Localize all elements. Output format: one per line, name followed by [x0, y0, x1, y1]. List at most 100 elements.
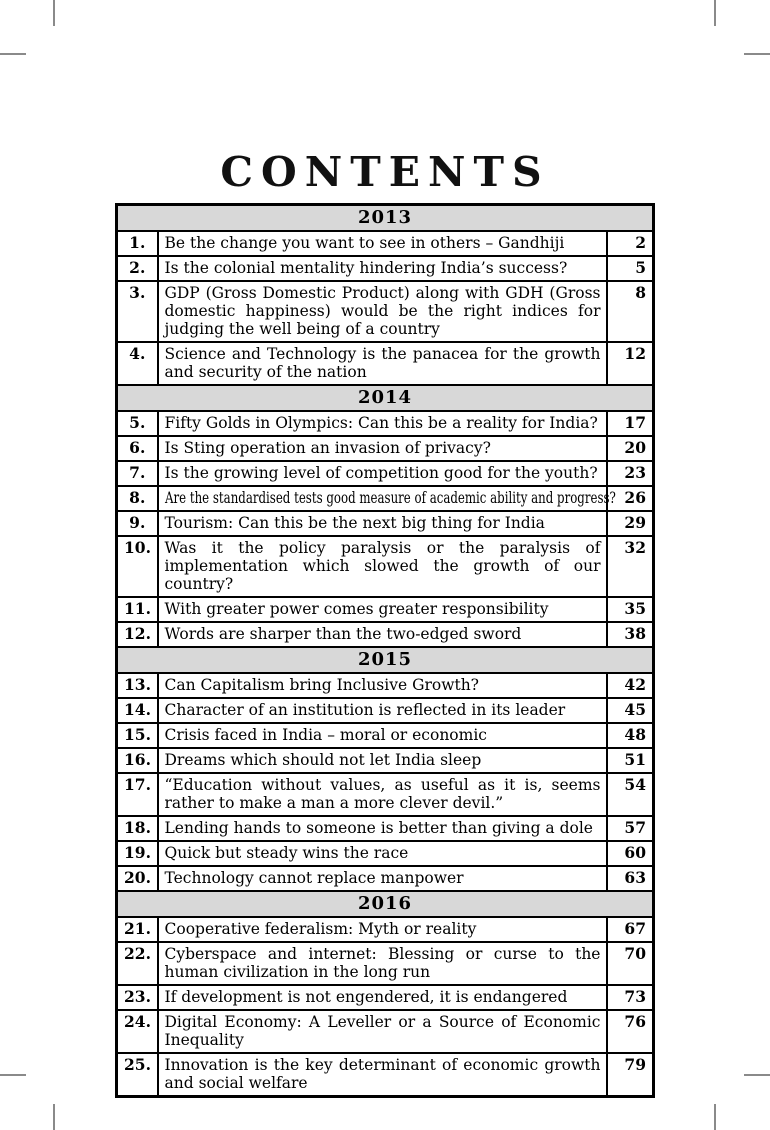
entry-page-number: 48: [606, 722, 655, 749]
entry-number: 15.: [115, 722, 159, 749]
entry-number: 5.: [115, 410, 159, 437]
entry-number: 12.: [115, 621, 159, 648]
entry-page-number: 54: [606, 772, 655, 817]
entry-title: Crisis faced in India – moral or economi…: [156, 722, 609, 749]
entry-title: Be the change you want to see in others …: [156, 230, 609, 257]
entry-title-text: Digital Economy: A Leveller or a Source …: [164, 1013, 601, 1049]
entry-title: Quick but steady wins the race: [156, 840, 609, 867]
crop-mark-bottom-left-vertical: [53, 1104, 55, 1130]
toc-entry-row: 10. Was it the policy paralysis or the pa…: [115, 535, 655, 598]
toc-entry-row: 4. Science and Technology is the panacea …: [115, 341, 655, 386]
entry-title: Fifty Golds in Olympics: Can this be a r…: [156, 410, 609, 437]
entry-number: 6.: [115, 435, 159, 462]
entry-title-text: Science and Technology is the panacea fo…: [164, 345, 601, 381]
entry-title: Words are sharper than the two-edged swo…: [156, 621, 609, 648]
entry-title-text: Are the standardised tests good measure …: [164, 489, 616, 507]
entry-title: Lending hands to someone is better than …: [156, 815, 609, 842]
entry-page-number: 51: [606, 747, 655, 774]
entry-page-number: 45: [606, 697, 655, 724]
crop-mark-top-left-vertical: [53, 0, 55, 26]
entry-page-number: 23: [606, 460, 655, 487]
entry-number: 13.: [115, 672, 159, 699]
entry-title: Cooperative federalism: Myth or reality: [156, 916, 609, 943]
entry-title: Science and Technology is the panacea fo…: [156, 341, 609, 386]
entry-number: 20.: [115, 865, 159, 892]
entry-title-text: Character of an institution is reflected…: [164, 701, 566, 719]
entry-title-text: Words are sharper than the two-edged swo…: [164, 625, 522, 643]
toc-entry-row: 23. If development is not engendered, it …: [115, 984, 655, 1011]
contents-table-body: 2013 1. Be the change you want to see in o…: [115, 203, 655, 1098]
entry-page-number: 70: [606, 941, 655, 986]
toc-entry-row: 15. Crisis faced in India – moral or econ…: [115, 722, 655, 749]
entry-title-text: Innovation is the key determinant of eco…: [164, 1056, 601, 1092]
entry-number: 17.: [115, 772, 159, 817]
toc-entry-row: 2. Is the colonial mentality hindering In…: [115, 255, 655, 282]
toc-entry-row: 17. “Education without values, as useful …: [115, 772, 655, 817]
year-header-row: 2014: [115, 384, 655, 412]
entry-page-number: 63: [606, 865, 655, 892]
entry-title-text: Tourism: Can this be the next big thing …: [164, 514, 545, 532]
entry-title: Is the colonial mentality hindering Indi…: [156, 255, 609, 282]
entry-title-text: Was it the policy paralysis or the paral…: [164, 539, 601, 593]
entry-title: GDP (Gross Domestic Product) along with …: [156, 280, 609, 343]
toc-entry-row: 19. Quick but steady wins the race 60: [115, 840, 655, 867]
entry-title: With greater power comes greater respons…: [156, 596, 609, 623]
entry-number: 23.: [115, 984, 159, 1011]
year-label: 2016: [115, 890, 655, 918]
toc-entry-row: 18. Lending hands to someone is better th…: [115, 815, 655, 842]
toc-entry-row: 21. Cooperative federalism: Myth or reali…: [115, 916, 655, 943]
entry-title: Digital Economy: A Leveller or a Source …: [156, 1009, 609, 1054]
toc-entry-row: 20. Technology cannot replace manpower 63: [115, 865, 655, 892]
toc-entry-row: 16. Dreams which should not let India sle…: [115, 747, 655, 774]
entry-title: Innovation is the key determinant of eco…: [156, 1052, 609, 1098]
year-header-row: 2016: [115, 890, 655, 918]
entry-title-text: Is Sting operation an invasion of privac…: [164, 439, 491, 457]
toc-entry-row: 25. Innovation is the key determinant of …: [115, 1052, 655, 1098]
entry-page-number: 26: [606, 485, 655, 512]
entry-number: 1.: [115, 230, 159, 257]
toc-entry-row: 11. With greater power comes greater resp…: [115, 596, 655, 623]
entry-page-number: 17: [606, 410, 655, 437]
entry-title: Are the standardised tests good measure …: [156, 485, 615, 512]
crop-mark-top-right-horizontal: [744, 53, 770, 55]
year-label: 2014: [115, 384, 655, 412]
toc-entry-row: 8. Are the standardised tests good measur…: [115, 485, 655, 512]
entry-title-text: Cyberspace and internet: Blessing or cur…: [164, 945, 601, 981]
entry-page-number: 79: [606, 1052, 655, 1098]
toc-entry-row: 6. Is Sting operation an invasion of priv…: [115, 435, 655, 462]
entry-number: 24.: [115, 1009, 159, 1054]
entry-number: 2.: [115, 255, 159, 282]
entry-page-number: 5: [606, 255, 655, 282]
entry-title: Can Capitalism bring Inclusive Growth?: [156, 672, 609, 699]
entry-number: 3.: [115, 280, 159, 343]
entry-title-text: “Education without values, as useful as …: [164, 776, 601, 812]
entry-number: 16.: [115, 747, 159, 774]
entry-title: Cyberspace and internet: Blessing or cur…: [156, 941, 609, 986]
toc-entry-row: 3. GDP (Gross Domestic Product) along wit…: [115, 280, 655, 343]
entry-number: 18.: [115, 815, 159, 842]
entry-title-text: If development is not engendered, it is …: [164, 988, 568, 1006]
entry-title-text: Technology cannot replace manpower: [164, 869, 464, 887]
entry-page-number: 57: [606, 815, 655, 842]
entry-title-text: Crisis faced in India – moral or economi…: [164, 726, 487, 744]
toc-entry-row: 13. Can Capitalism bring Inclusive Growth…: [115, 672, 655, 699]
entry-number: 4.: [115, 341, 159, 386]
contents-table: 2013 1. Be the change you want to see in o…: [115, 203, 655, 1098]
entry-page-number: 38: [606, 621, 655, 648]
entry-number: 21.: [115, 916, 159, 943]
year-label: 2013: [115, 203, 655, 232]
year-label: 2015: [115, 646, 655, 674]
entry-page-number: 2: [606, 230, 655, 257]
entry-page-number: 73: [606, 984, 655, 1011]
entry-title: Character of an institution is reflected…: [156, 697, 609, 724]
entry-page-number: 12: [606, 341, 655, 386]
entry-title: “Education without values, as useful as …: [156, 772, 609, 817]
entry-title-text: Can Capitalism bring Inclusive Growth?: [164, 676, 479, 694]
entry-page-number: 42: [606, 672, 655, 699]
entry-title: Tourism: Can this be the next big thing …: [156, 510, 609, 537]
entry-page-number: 67: [606, 916, 655, 943]
entry-page-number: 20: [606, 435, 655, 462]
crop-mark-bottom-right-horizontal: [744, 1074, 770, 1076]
entry-page-number: 76: [606, 1009, 655, 1054]
